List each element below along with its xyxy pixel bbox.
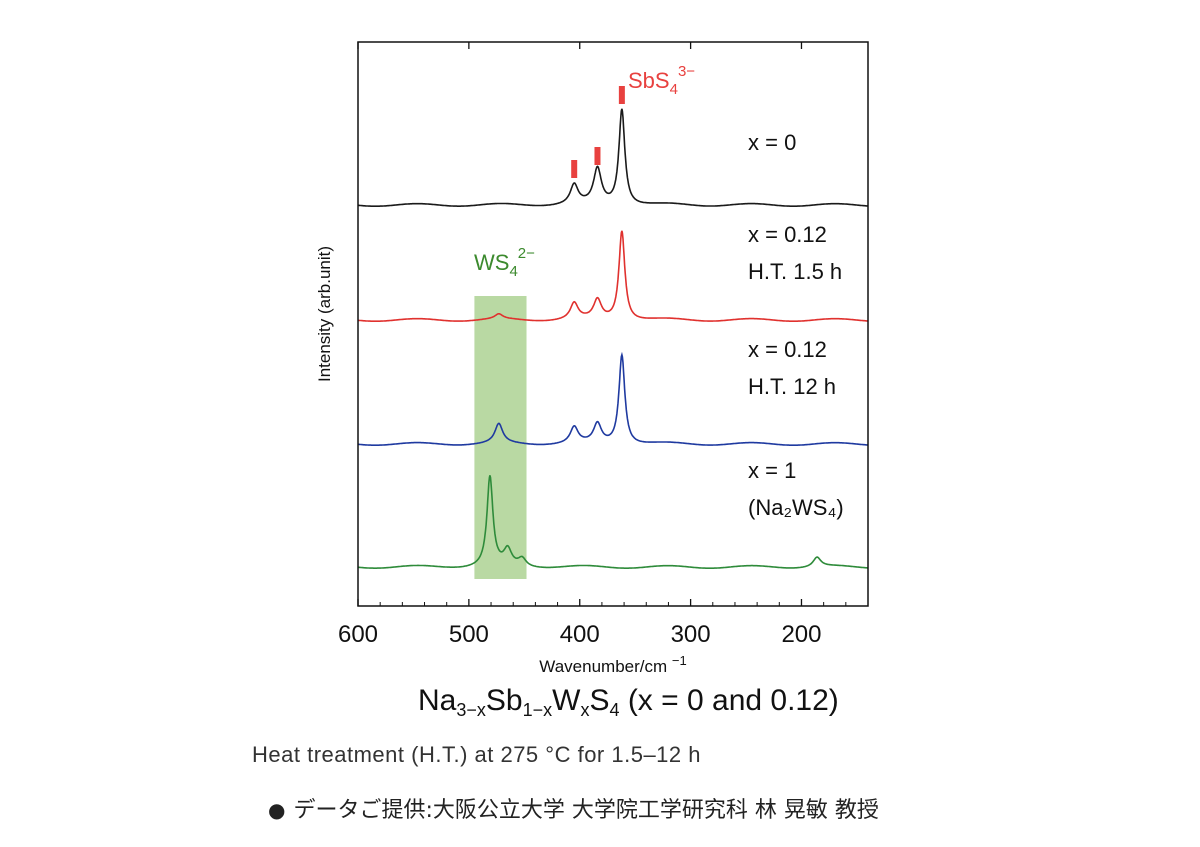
x-tick-label: 200 — [781, 621, 821, 648]
sbs4-peak-marker — [571, 160, 578, 178]
series-label-0-0: x = 0 — [748, 130, 796, 155]
ws4-label: WS42− — [474, 245, 535, 280]
bullet-icon: ● — [268, 798, 286, 822]
series-line-3 — [357, 475, 868, 569]
series-line-2 — [358, 351, 869, 446]
series-label-2-0: x = 0.12 — [748, 337, 827, 362]
plot-frame — [357, 41, 869, 607]
series-line-0 — [358, 108, 869, 207]
sbs4-peak-marker — [594, 147, 601, 165]
data-credit: ● データご提供:大阪公立大学 大学院工学研究科 林 晃敏 教授 — [268, 792, 879, 824]
credit-text: データご提供:大阪公立大学 大学院工学研究科 林 晃敏 教授 — [293, 798, 879, 823]
x-tick-label: 400 — [560, 621, 600, 648]
sbs4-label: SbS43− — [628, 63, 695, 98]
series-label-1-0: x = 0.12 — [748, 222, 827, 247]
x-tick-label: 500 — [449, 621, 489, 648]
ws4-highlight-band — [474, 296, 527, 579]
series-label-1-1: H.T. 1.5 h — [748, 259, 842, 284]
heat-treatment-caption: Heat treatment (H.T.) at 275 °C for 1.5–… — [252, 742, 702, 767]
series-line-1 — [357, 230, 869, 322]
x-tick-label: 600 — [338, 621, 378, 648]
compound-title: Na3−xSb1−xWxS4 (x = 0 and 0.12) — [418, 684, 839, 720]
x-tick-label: 300 — [671, 621, 711, 648]
x-axis-label: Wavenumber/cm −1 — [539, 653, 686, 676]
series-label-3-0: x = 1 — [748, 458, 796, 483]
sbs4-peak-marker — [618, 86, 625, 104]
series-label-3-1: (Na₂WS₄) — [748, 495, 844, 520]
series-label-2-1: H.T. 12 h — [748, 374, 836, 399]
y-axis-label: Intensity (arb.unit) — [315, 246, 334, 382]
